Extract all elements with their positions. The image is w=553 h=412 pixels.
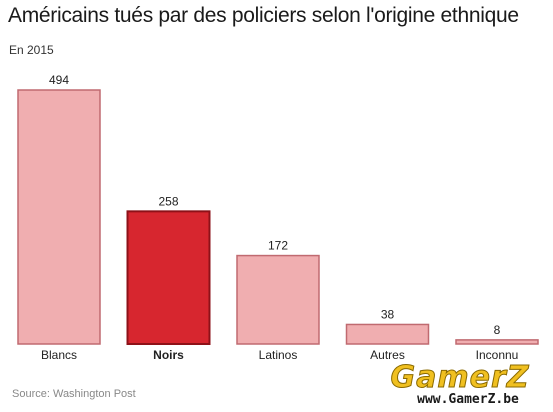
bar-inconnu bbox=[455, 339, 539, 345]
category-label-latinos: Latinos bbox=[259, 348, 298, 362]
category-label-autres: Autres bbox=[370, 348, 405, 362]
chart-title: Américains tués par des policiers selon … bbox=[8, 4, 519, 27]
bar-blancs bbox=[17, 89, 101, 345]
chart-subtitle: En 2015 bbox=[9, 43, 54, 57]
category-label-blancs: Blancs bbox=[41, 348, 77, 362]
value-label-inconnu: 8 bbox=[494, 323, 501, 337]
bar-noirs bbox=[126, 210, 211, 345]
watermark-logo: GamerZ www.GamerZ.be bbox=[390, 360, 529, 408]
value-label-latinos: 172 bbox=[268, 239, 288, 253]
value-label-blancs: 494 bbox=[49, 73, 69, 87]
category-label-noirs: Noirs bbox=[153, 348, 184, 362]
bar-latinos bbox=[236, 254, 320, 345]
value-label-autres: 38 bbox=[381, 307, 395, 321]
watermark-url: www.GamerZ.be bbox=[417, 392, 519, 407]
watermark-logo-text: GamerZ bbox=[390, 360, 529, 395]
source-note: Source: Washington Post bbox=[12, 388, 136, 400]
category-label-inconnu: Inconnu bbox=[476, 348, 519, 362]
bar-autres bbox=[345, 323, 430, 345]
value-label-noirs: 258 bbox=[158, 194, 178, 208]
